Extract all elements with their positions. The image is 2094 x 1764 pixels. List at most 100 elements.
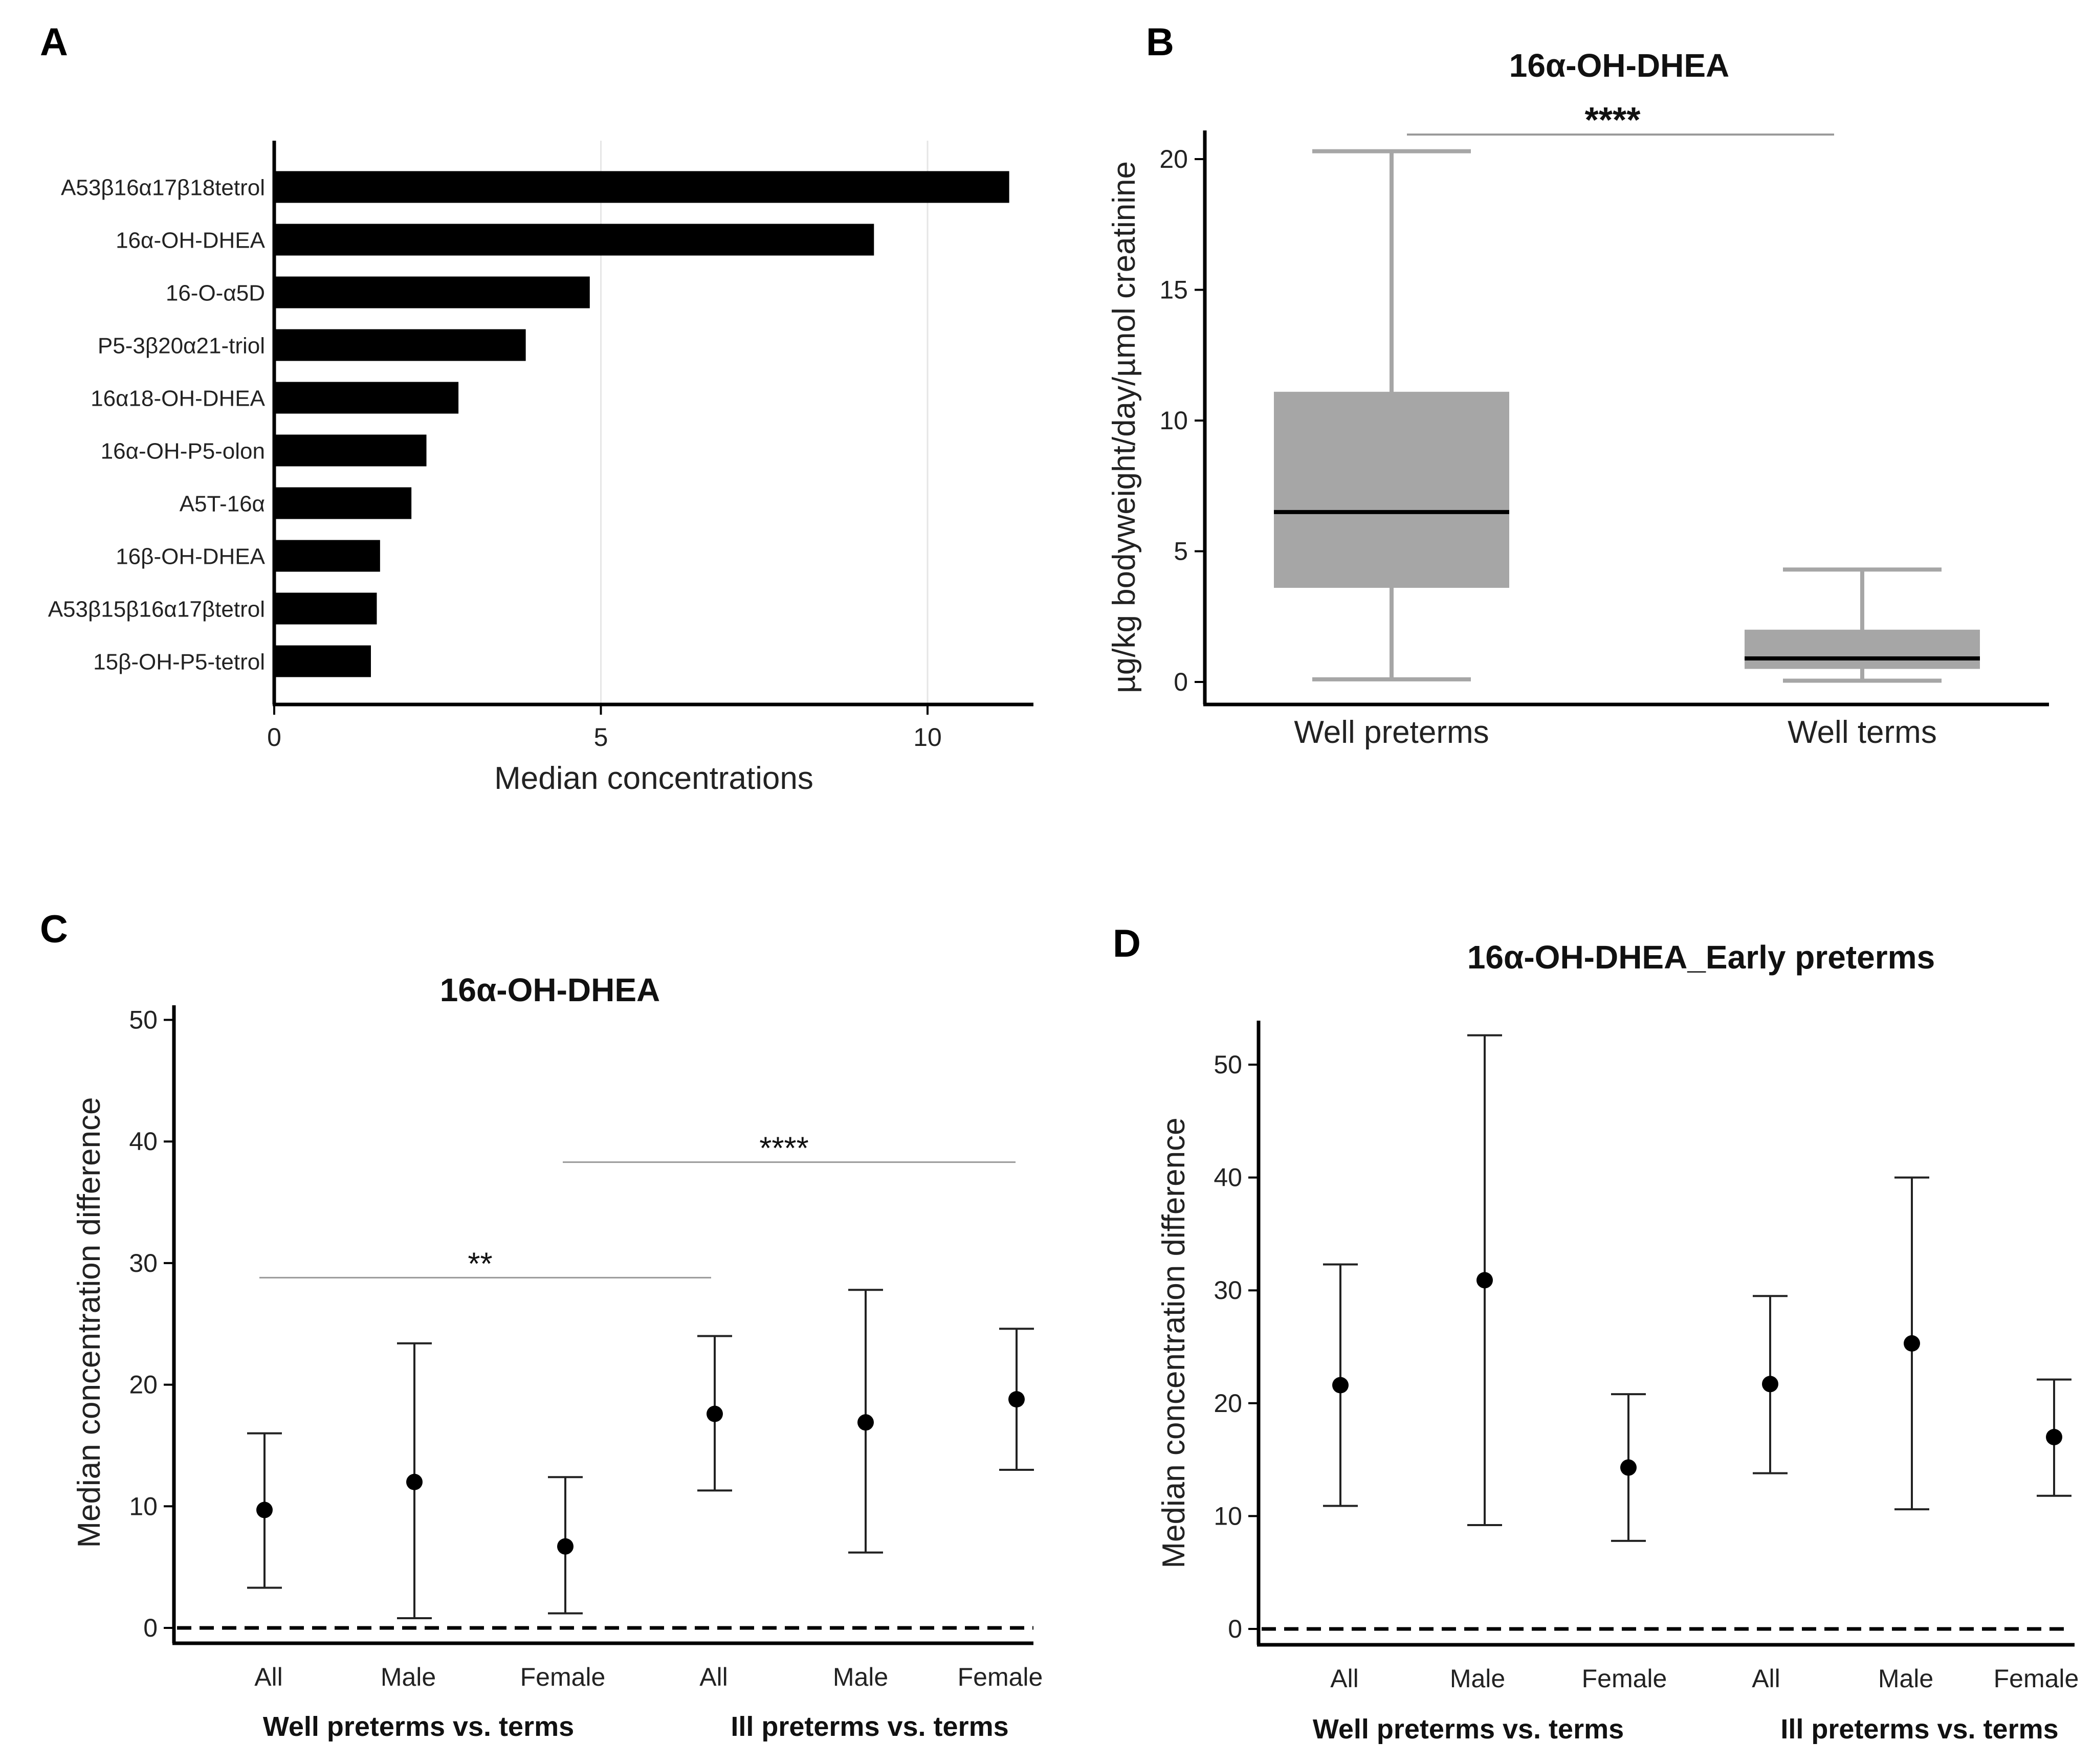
panel-c-category-label: Female: [958, 1663, 1043, 1691]
panel-letter-a: A: [40, 20, 68, 64]
panel-a-bar: [274, 592, 377, 625]
panel-b-box: [1274, 391, 1509, 588]
panel-d-point: [1904, 1335, 1920, 1352]
panel-a-bar: [274, 540, 380, 572]
panel-d-category-label: Male: [1878, 1664, 1933, 1693]
panel-a-category-label: P5-3β20α21-triol: [98, 334, 265, 359]
panel-a-category-label: A5T-16α: [180, 492, 265, 517]
panel-a-category-label: A53β15β16α17βtetrol: [48, 597, 265, 622]
panel-letter-b: B: [1146, 20, 1174, 64]
panel-b-y-label: µg/kg bodyweight/day/µmol creatinine: [1107, 161, 1142, 693]
panel-c-category-label: Male: [381, 1663, 436, 1691]
panel-c-y-ticks: 0 10 20 30 40 50: [129, 1006, 174, 1642]
panel-c-group-labels: Well preterms vs. terms Ill preterms vs. …: [263, 1711, 1009, 1742]
panel-c-significance: ******: [259, 1131, 1016, 1282]
panel-d-y-tick-label: 30: [1214, 1276, 1242, 1305]
panel-a-bar: [274, 276, 590, 308]
panel-d-point: [1762, 1376, 1778, 1393]
panel-a-x-ticks: 0 5 10: [267, 704, 942, 752]
panel-c-group-label: Well preterms vs. terms: [263, 1711, 574, 1742]
panel-c-error-bars: [247, 1289, 1034, 1619]
panel-c-category-label: Female: [520, 1663, 606, 1691]
panel-d-error-bars: [1323, 1034, 2071, 1542]
panel-d-group-label: Well preterms vs. terms: [1313, 1714, 1624, 1745]
panel-b-significance: ****: [1407, 100, 1834, 140]
panel-d-point: [1476, 1272, 1493, 1289]
panel-c-point: [707, 1405, 723, 1422]
panel-d-y-tick-label: 20: [1214, 1389, 1242, 1418]
panel-a-bar: [274, 382, 459, 414]
panel-a-bar: [274, 224, 874, 256]
panel-a-x-tick-label: 0: [267, 723, 281, 752]
panel-d-errorbar-chart: 16α-OH-DHEA_Early preterms 0 10 20 30 40 50 A…: [1156, 939, 2079, 1745]
panel-c-point: [256, 1502, 273, 1518]
panel-d-category-label: Male: [1450, 1664, 1505, 1693]
panel-letter-d: D: [1113, 922, 1141, 965]
panel-d-group-labels: Well preterms vs. terms Ill preterms vs. …: [1313, 1714, 2059, 1745]
panel-a-x-tick-label: 5: [594, 723, 608, 752]
panel-d-category-label: Female: [1994, 1664, 2079, 1693]
panel-c-category-label: Male: [833, 1663, 888, 1691]
panel-a-bar: [274, 645, 371, 677]
panel-c-y-tick-label: 40: [129, 1127, 158, 1156]
panel-c-y-tick-label: 30: [129, 1249, 158, 1277]
panel-c-y-tick-label: 10: [129, 1492, 158, 1520]
panel-d-category-label: All: [1330, 1664, 1359, 1693]
panel-b-boxes: [1274, 149, 1980, 683]
panel-a-bar-chart: A53β16α17β18tetrol 16α-OH-DHEA 16-O-α5D P5-…: [48, 141, 1033, 796]
panel-d-y-tick-label: 40: [1214, 1163, 1242, 1192]
panel-a-x-tick-label: 10: [913, 723, 942, 752]
panel-a-category-label: 16α18-OH-DHEA: [91, 386, 266, 411]
panel-a-category-labels: A53β16α17β18tetrol 16α-OH-DHEA 16-O-α5D P5-…: [48, 175, 266, 675]
panel-d-category-label: Female: [1582, 1664, 1667, 1693]
panel-c-y-tick-label: 20: [129, 1371, 158, 1399]
panel-d-point: [2046, 1428, 2062, 1445]
panel-letter-c: C: [40, 908, 68, 951]
panel-a-category-label: 16α-OH-DHEA: [116, 228, 266, 253]
panel-a-bars: [274, 171, 1009, 677]
panel-d-category-label: All: [1752, 1664, 1780, 1693]
panel-b-y-tick-label: 20: [1159, 145, 1188, 173]
panel-c-category-label: All: [699, 1663, 728, 1691]
panel-c-point: [406, 1473, 423, 1490]
panel-c-y-label: Median concentration difference: [72, 1097, 107, 1548]
panel-b-category-label: Well preterms: [1294, 715, 1489, 750]
panel-d-title: 16α-OH-DHEA_Early preterms: [1467, 939, 1935, 976]
panel-c-point: [857, 1414, 874, 1431]
panel-c-y-tick-label: 0: [143, 1614, 158, 1642]
panel-b-y-tick-label: 0: [1174, 668, 1188, 696]
panel-a-bar: [274, 434, 427, 467]
panel-b-category-labels: Well preterms Well terms: [1294, 715, 1936, 750]
panel-c-category-labels: All Male Female All Male Female: [254, 1663, 1043, 1691]
panel-d-y-tick-label: 50: [1214, 1050, 1242, 1079]
panel-b-y-tick-label: 10: [1159, 406, 1188, 435]
panel-c-significance-label: **: [468, 1246, 492, 1282]
panel-c-category-label: All: [254, 1663, 283, 1691]
panel-a-category-label: 15β-OH-P5-tetrol: [93, 650, 265, 675]
panel-c-point: [557, 1538, 574, 1555]
panel-d-y-tick-label: 10: [1214, 1502, 1242, 1530]
panel-a-category-label: A53β16α17β18tetrol: [61, 175, 265, 201]
panel-c-y-tick-label: 50: [129, 1006, 158, 1034]
panel-b-significance-label: ****: [1585, 100, 1641, 140]
panel-d-category-labels: All Male Female All Male Female: [1330, 1664, 2079, 1693]
panel-b-category-label: Well terms: [1788, 715, 1937, 750]
panel-c-title: 16α-OH-DHEA: [440, 972, 660, 1008]
panel-c-point: [1008, 1391, 1025, 1408]
panel-b-y-ticks: 0 5 10 15 20: [1159, 145, 1205, 696]
panel-a-bar: [274, 329, 526, 361]
panel-d-y-label: Median concentration difference: [1156, 1117, 1192, 1568]
panel-a-bar: [274, 487, 412, 519]
panel-b-y-tick-label: 5: [1174, 537, 1188, 566]
panel-c-group-label: Ill preterms vs. terms: [731, 1711, 1008, 1742]
panel-c-significance-label: ****: [759, 1131, 809, 1166]
panel-d-y-ticks: 0 10 20 30 40 50: [1214, 1050, 1259, 1643]
panel-d-group-label: Ill preterms vs. terms: [1780, 1714, 2058, 1745]
panel-a-category-label: 16α-OH-P5-olon: [101, 439, 265, 464]
panel-b-box: [1745, 629, 1980, 669]
panel-a-category-label: 16-O-α5D: [166, 281, 265, 306]
panel-a-bar: [274, 171, 1009, 203]
